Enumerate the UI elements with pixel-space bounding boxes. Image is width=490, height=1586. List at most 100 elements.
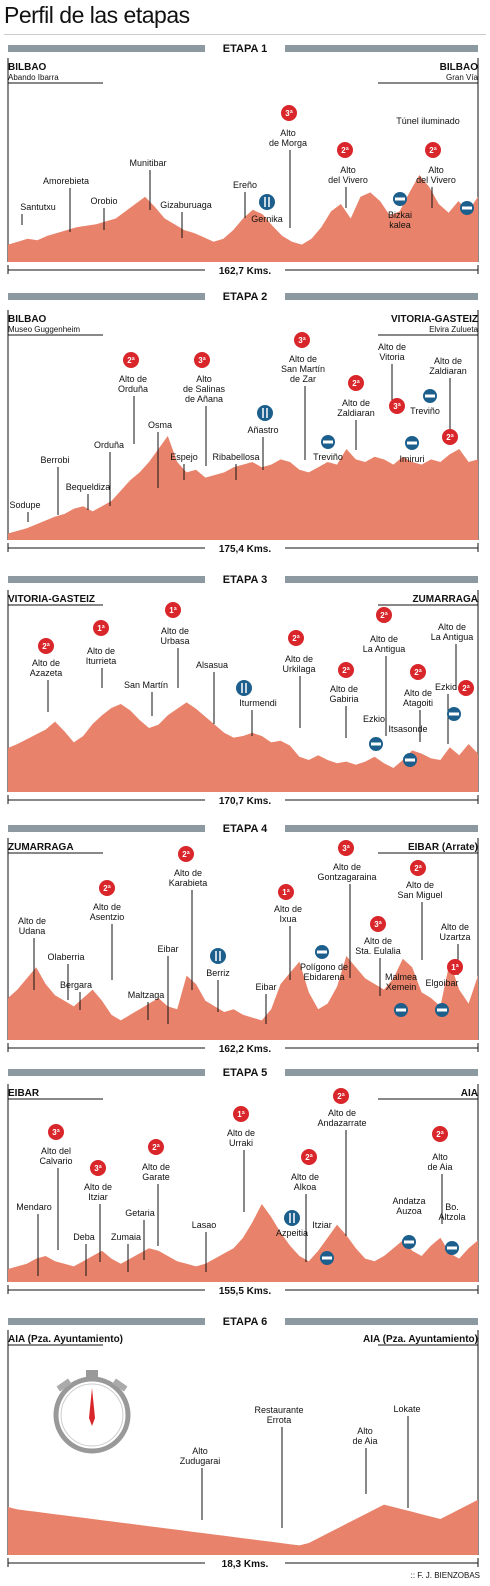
place-label: Lokate [393, 1404, 420, 1414]
place-label: Alto de [434, 356, 462, 366]
elevation-profile [8, 956, 478, 1040]
place-label: Santutxu [20, 202, 56, 212]
climb-category-label: 3ª [298, 336, 305, 345]
place-label: San Martín [281, 364, 325, 374]
climb-category-label: 2ª [342, 666, 349, 675]
place-label: Alto [428, 165, 444, 175]
climb-category-badge [376, 607, 392, 623]
place-label: Amorebieta [43, 176, 89, 186]
climb-category-label: 3ª [285, 109, 292, 118]
place-label: Uzartza [439, 932, 470, 942]
climb-category-badge [447, 959, 463, 975]
climb-category-badge [278, 884, 294, 900]
stage-5: ETAPA 5 155,5 Kms. EIBAR AIA Mendaro Alto del… [7, 1064, 479, 1297]
climb-category-badge [338, 840, 354, 856]
place-label: Bizkai [388, 210, 412, 220]
climb-category-badge [389, 398, 405, 414]
stage-header-gap [205, 820, 285, 836]
climb-category-badge [90, 1160, 106, 1176]
stage-distance: 175,4 Kms. [219, 544, 271, 555]
feed-zone-icon [259, 194, 275, 210]
stage-header-gap [205, 1064, 285, 1080]
place-label: Itziar [312, 1220, 332, 1230]
place-label: Errota [267, 1415, 292, 1425]
place-label: Bequeldiza [66, 482, 111, 492]
place-label: Alto de [438, 622, 466, 632]
place-label: Asentzio [90, 912, 125, 922]
place-label: Gizaburuaga [160, 200, 212, 210]
climb-category-badge [294, 332, 310, 348]
stage-header-gap [205, 288, 285, 304]
place-label: Alto [280, 128, 296, 138]
stopwatch-icon [53, 1370, 131, 1454]
place-label: Garate [142, 1172, 170, 1182]
place-label: Berrobi [40, 455, 69, 465]
title-underline [4, 34, 486, 35]
place-label: Auzoa [396, 1206, 422, 1216]
place-label: Alto de [441, 922, 469, 932]
place-label: Alto del [41, 1146, 71, 1156]
climb-category-badge [93, 620, 109, 636]
place-label: Alto de [227, 1128, 255, 1138]
stage-label: ETAPA 5 [223, 1067, 267, 1079]
climb-category-badge [338, 662, 354, 678]
distance-gap [205, 1284, 285, 1296]
place-label: Alto de [378, 342, 406, 352]
place-label: Alto de [174, 868, 202, 878]
place-label: Alto [192, 1446, 208, 1456]
place-label: Restaurante [254, 1405, 303, 1415]
place-label: Ixua [279, 914, 296, 924]
finish-city: VITORIA-GASTEIZ [391, 314, 478, 325]
place-label: Alto de [161, 626, 189, 636]
climb-category-label: 2ª [341, 146, 348, 155]
start-place: Abando Ibarra [8, 73, 59, 82]
stopwatch-crown [86, 1370, 98, 1378]
place-label: Orduña [94, 440, 124, 450]
climb-category-badge [178, 846, 194, 862]
sprint-icon-bar [407, 441, 417, 445]
place-label: Alto de [291, 1172, 319, 1182]
stage-label: ETAPA 4 [223, 823, 268, 835]
place-label: Iturmendi [239, 698, 277, 708]
stage-3: ETAPA 3 170,7 Kms. VITORIA-GASTEIZ ZUMARRAG… [7, 571, 479, 807]
place-label: Alto de [406, 880, 434, 890]
climb-category-label: 2ª [182, 850, 189, 859]
place-label: Alto de [370, 634, 398, 644]
feed-zone-icon [284, 1210, 300, 1226]
start-place: Museo Guggenheim [8, 325, 80, 334]
place-label: La Antigua [431, 632, 474, 642]
stopwatch-button-right [112, 1378, 128, 1392]
climb-category-badge [432, 1126, 448, 1142]
place-label: Zaldiaran [429, 366, 467, 376]
place-label: Urkilaga [282, 664, 315, 674]
place-label: Lasao [192, 1220, 217, 1230]
climb-category-label: 3ª [342, 844, 349, 853]
elevation-profile [8, 702, 478, 792]
place-label: Túnel iluminado [396, 116, 460, 126]
finish-city: AIA (Pza. Ayuntamiento) [363, 1334, 478, 1345]
climb-category-badge [301, 1149, 317, 1165]
stage-label: ETAPA 2 [223, 291, 267, 303]
climb-category-label: 2ª [436, 1130, 443, 1139]
sprint-icon-bar [395, 197, 405, 201]
place-label: del Vivero [416, 175, 456, 185]
climb-category-label: 2ª [429, 146, 436, 155]
climb-category-badge [442, 429, 458, 445]
climb-category-badge [337, 142, 353, 158]
climb-category-label: 3ª [52, 1128, 59, 1137]
start-city: BILBAO [8, 314, 47, 325]
climb-category-badge [281, 105, 297, 121]
place-label: Ribabellosa [212, 452, 259, 462]
place-label: del Vivero [328, 175, 368, 185]
place-label: de Añana [185, 394, 223, 404]
place-label: Sodupe [9, 500, 40, 510]
place-label: Alto de [289, 354, 317, 364]
place-label: Alto de [87, 646, 115, 656]
place-label: Udana [19, 926, 46, 936]
place-label: Itsasonde [388, 724, 427, 734]
place-label: Osma [148, 420, 172, 430]
place-label: Elgoibar [425, 978, 458, 988]
stopwatch-button-left [56, 1378, 72, 1392]
